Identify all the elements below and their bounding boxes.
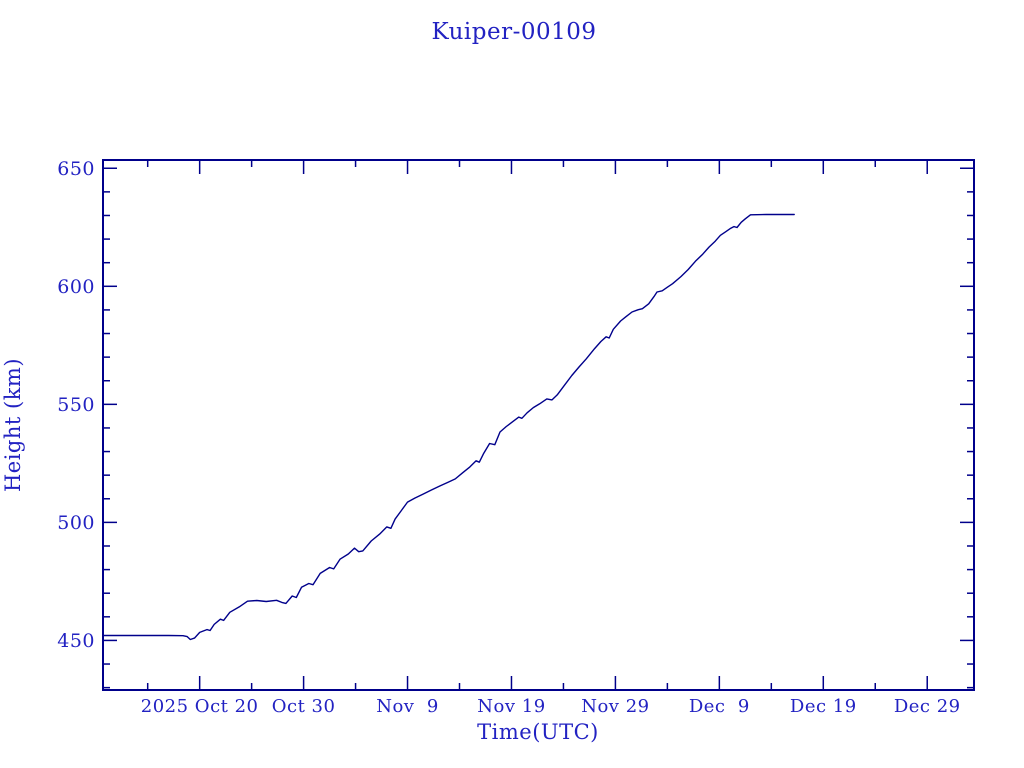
x-tick-label: Dec 29 [894,696,961,717]
chart-title: Kuiper-00109 [431,19,596,45]
x-axis-title: Time(UTC) [477,720,599,744]
y-tick-label: 450 [57,630,95,652]
x-tick-label: Oct 30 [272,696,336,717]
x-tick-label: Dec 19 [790,696,857,717]
x-tick-label: Nov 29 [581,696,649,717]
data-line-orbit-height [102,213,795,641]
x-tick-label: Nov 9 [376,696,439,717]
plot-area: 450 500 550 600 650 2025 Oct 20 Oct 30 Nov 9 Nov… [57,158,975,717]
plot-frame [102,159,975,691]
x-tick-label: Dec 9 [689,696,750,717]
x-tick-label: 2025 Oct 20 [141,696,259,717]
y-tick-label: 600 [57,276,95,298]
y-tick-label: 550 [57,394,95,416]
y-axis-title: Height (km) [1,358,25,492]
y-tick-label: 500 [57,512,95,534]
y-tick-label: 650 [57,158,95,180]
x-tick-label: Nov 19 [477,696,545,717]
